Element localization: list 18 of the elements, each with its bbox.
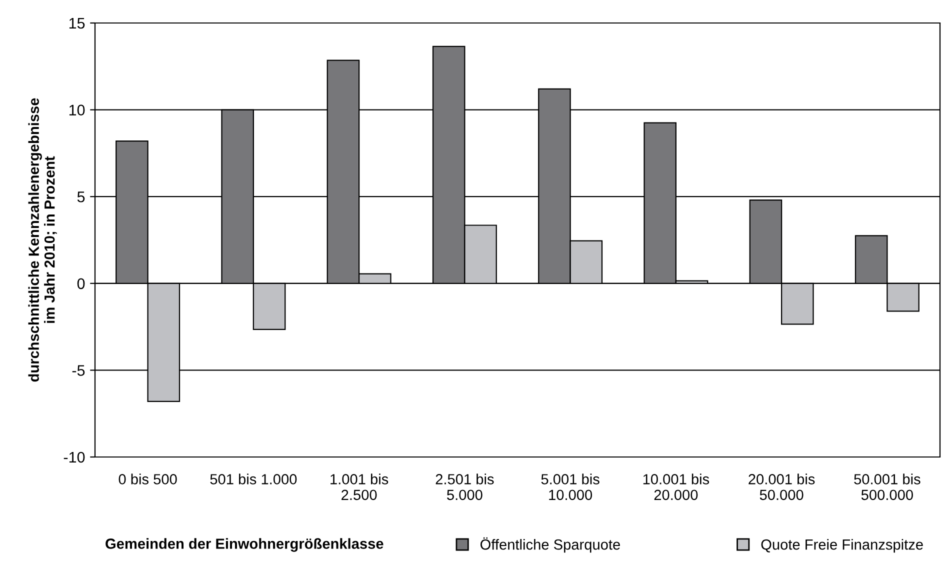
x-tick-label: 2.501 bis 5.000 <box>436 474 494 500</box>
y-tick-label: -5 <box>72 365 85 376</box>
y-tick-label: 15 <box>69 18 85 29</box>
legend-label: Quote Freie Finanzspitze <box>761 539 923 553</box>
y-tick-label: -10 <box>64 452 85 463</box>
x-tick-label: 20.001 bis 50.000 <box>748 474 815 500</box>
x-tick-label: 1.001 bis 2.500 <box>330 474 388 500</box>
y-axis-title: durchschnittliche Kennzahlenergebnisse im Jahr 2010; in Prozent <box>28 98 57 382</box>
y-tick-label: 0 <box>77 278 85 290</box>
x-tick-label: 10.001 bis 20.000 <box>643 474 710 500</box>
x-axis-title: Gemeinden der Einwohnergrößenklasse <box>106 538 384 552</box>
x-tick-label: 0 bis 500 <box>118 474 177 484</box>
x-tick-label: 501 bis 1.000 <box>210 474 297 484</box>
x-tick-label: 50.001 bis 500.000 <box>854 474 920 500</box>
y-tick-label: 5 <box>77 192 85 202</box>
x-tick-label: 5.001 bis 10.000 <box>541 474 600 500</box>
y-tick-label: 10 <box>69 104 85 116</box>
legend-label: Öffentliche Sparquote <box>480 537 620 553</box>
